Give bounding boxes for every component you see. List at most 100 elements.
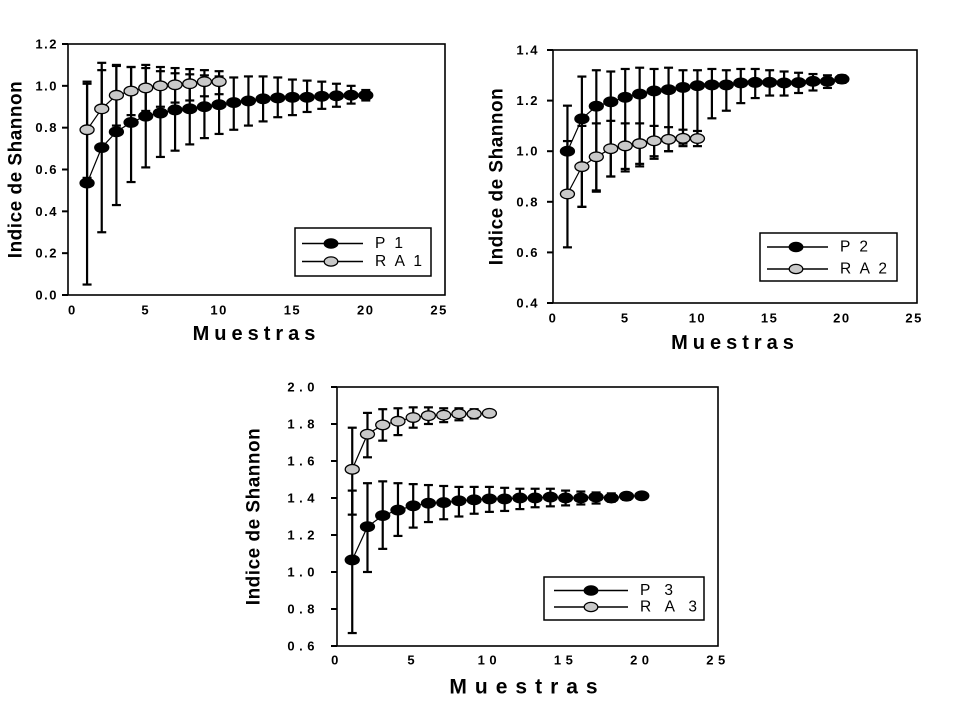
data-point-marker <box>481 407 498 419</box>
data-point-marker <box>747 76 763 88</box>
y-axis-tick-label: 0.6 <box>35 162 58 177</box>
x-axis-tick-label: 20 <box>357 303 374 318</box>
y-axis-tick-label: 0.4 <box>516 296 539 311</box>
data-point-marker <box>123 85 139 97</box>
data-point-marker <box>819 75 836 87</box>
x-axis-tick-label: 5 <box>141 303 150 318</box>
data-point-marker <box>603 492 619 504</box>
data-point-marker <box>420 497 437 509</box>
y-axis-tick-label: 1.2 <box>35 37 58 52</box>
x-axis-tick-label: 15 <box>284 303 301 318</box>
data-point-marker <box>226 97 242 109</box>
y-axis-title: Indice de Shannon <box>6 81 27 258</box>
data-point-marker <box>603 143 619 155</box>
y-axis-tick-label: 0.8 <box>35 120 58 135</box>
data-point-marker <box>240 95 257 107</box>
data-point-marker <box>512 492 528 504</box>
data-point-marker <box>138 82 154 94</box>
data-point-marker <box>466 408 482 420</box>
y-axis-tick-label: 0.6 <box>287 639 319 654</box>
data-point-marker <box>167 104 183 116</box>
y-axis-tick-label: 1.2 <box>516 93 539 108</box>
data-point-marker <box>574 161 590 173</box>
y-axis-tick-label: 1.0 <box>516 144 539 159</box>
data-point-marker <box>211 76 227 88</box>
data-point-marker <box>343 89 359 101</box>
legend-box <box>543 576 705 621</box>
data-point-marker <box>196 76 213 88</box>
data-point-marker <box>776 77 792 89</box>
data-point-marker <box>375 510 391 522</box>
data-point-marker <box>557 492 574 504</box>
series-ra3 <box>344 406 498 516</box>
data-point-marker <box>196 101 213 113</box>
data-point-marker <box>359 428 376 440</box>
data-point-marker <box>481 493 498 505</box>
legend-box <box>294 227 432 277</box>
data-point-marker <box>94 103 110 115</box>
data-point-marker <box>344 554 360 566</box>
legend-label: P 1 <box>375 235 406 252</box>
data-point-marker <box>123 116 139 128</box>
data-point-marker <box>646 85 662 97</box>
legend-label: R A 3 <box>640 599 702 616</box>
data-point-marker <box>79 124 95 136</box>
chart-top-left-p1-ra1: 0.0 0.2 0.4 0.6 0.8 1.0 1.2 0 5 10 15 20 25 Indice de… <box>6 37 447 346</box>
data-point-marker <box>211 99 227 111</box>
data-point-marker <box>559 188 576 200</box>
data-point-marker <box>299 91 315 103</box>
data-point-marker <box>314 90 330 102</box>
data-point-marker <box>358 89 374 101</box>
x-axis-tick-label: 0 <box>549 311 558 326</box>
data-point-marker <box>834 73 850 85</box>
x-axis-tick-label: 5 <box>621 311 630 326</box>
x-axis-tick-label: 10 <box>478 653 501 668</box>
legend-label: R A 2 <box>840 261 890 278</box>
x-axis-tick-label: 25 <box>706 653 729 668</box>
series-ra2 <box>559 119 706 249</box>
x-axis-tick-label: 20 <box>833 311 850 326</box>
data-point-marker <box>270 92 286 104</box>
data-point-marker <box>390 415 406 427</box>
y-axis-tick-label: 1.6 <box>287 454 319 469</box>
x-axis-title: Muestras <box>671 332 799 354</box>
data-point-marker <box>573 492 589 504</box>
data-point-marker <box>284 91 301 103</box>
chart-top-right-p2-ra2: 0.4 0.6 0.8 1.0 1.2 1.4 0 5 10 15 20 25 Indice de Sh… <box>487 43 922 355</box>
x-axis-tick-label: 5 <box>407 653 419 668</box>
data-point-marker <box>632 138 648 150</box>
y-axis-tick-label: 2.0 <box>287 380 319 395</box>
data-point-marker <box>634 490 650 502</box>
data-point-marker <box>451 495 467 507</box>
series-p1 <box>79 64 374 286</box>
data-point-marker <box>588 491 604 503</box>
legend-marker <box>788 241 804 253</box>
data-point-marker <box>405 412 421 423</box>
data-point-marker <box>359 521 376 533</box>
x-axis-title: Muestras <box>449 676 605 699</box>
data-point-marker <box>405 500 421 512</box>
legend-marker <box>323 238 339 249</box>
y-axis-title: Indice de Shannon <box>244 428 265 605</box>
data-point-marker <box>152 80 169 92</box>
x-axis-tick-label: 15 <box>761 311 778 326</box>
legend: P 3R A 3 <box>543 576 705 621</box>
y-axis-tick-label: 1.0 <box>35 78 58 93</box>
x-axis-tick-label: 25 <box>905 311 922 326</box>
data-point-marker <box>603 96 619 108</box>
data-point-marker <box>675 132 691 144</box>
data-point-marker <box>588 151 604 163</box>
legend-marker <box>583 601 599 613</box>
data-point-marker <box>436 409 452 421</box>
y-axis-tick-label: 1.0 <box>287 565 319 580</box>
data-point-marker <box>542 491 559 503</box>
y-axis-tick-label: 0.8 <box>516 194 539 209</box>
data-point-marker <box>436 497 452 509</box>
data-point-marker <box>255 93 271 105</box>
legend-label: P 2 <box>840 239 871 256</box>
x-axis-tick-label: 0 <box>68 303 77 318</box>
data-point-marker <box>660 133 677 145</box>
y-axis-tick-label: 1.4 <box>516 43 539 58</box>
legend-label: R A 1 <box>375 253 425 270</box>
data-point-marker <box>375 419 391 431</box>
